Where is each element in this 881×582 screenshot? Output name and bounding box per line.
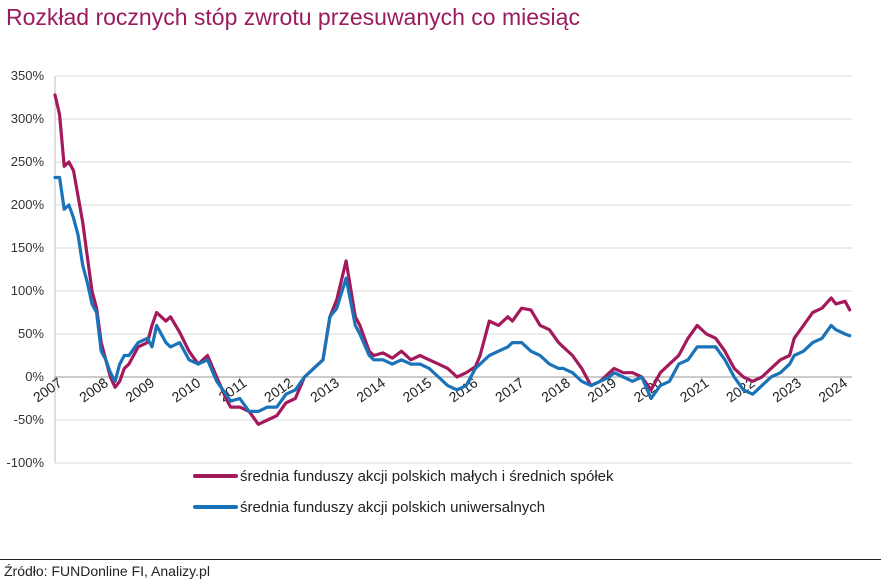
y-tick-label: 150% [11, 240, 45, 255]
y-tick-label: 50% [18, 326, 44, 341]
x-tick-label: 2021 [677, 374, 712, 405]
chart-title: Rozkład rocznych stóp zwrotu przesuwanyc… [6, 4, 580, 30]
x-tick-label: 2010 [169, 374, 204, 405]
x-tick-label: 2015 [400, 374, 435, 405]
x-tick-label: 2024 [815, 374, 850, 405]
y-tick-label: 0% [25, 369, 44, 384]
y-axis-ticks: 350% 300% 250% 200% 150% 100% 50% 0% -50% -100% [6, 68, 44, 470]
source-divider [0, 559, 881, 560]
x-tick-label: 2018 [538, 374, 573, 405]
y-tick-label: 200% [11, 197, 45, 212]
x-tick-label: 2014 [353, 374, 388, 405]
legend: średnia funduszy akcji polskich małych i… [193, 468, 614, 516]
x-tick-label: 2016 [446, 374, 481, 405]
x-tick-label: 2017 [492, 374, 527, 405]
y-tick-label: 250% [11, 154, 45, 169]
y-tick-label: 300% [11, 111, 45, 126]
x-tick-label: 2022 [723, 374, 758, 405]
line-chart: 350% 300% 250% 200% 150% 100% 50% 0% -50% -100% 2… [6, 68, 852, 516]
y-tick-label: -50% [14, 412, 45, 427]
series-lines [53, 93, 852, 426]
series-line-2 [53, 175, 852, 413]
x-tick-label: 2008 [76, 374, 111, 405]
y-tick-label: -100% [6, 455, 44, 470]
x-tick-label: 2009 [122, 374, 157, 405]
series-line-1 [53, 93, 852, 426]
legend-label: średnia funduszy akcji polskich małych i… [240, 468, 614, 485]
y-tick-label: 350% [11, 68, 45, 83]
y-tick-label: 100% [11, 283, 45, 298]
x-tick-label: 2023 [769, 374, 804, 405]
x-tick-label: 2013 [307, 374, 342, 405]
legend-label: średnia funduszy akcji polskich uniwersa… [240, 499, 545, 516]
source-note: Źródło: FUNDonline FI, Analizy.pl [4, 563, 210, 579]
